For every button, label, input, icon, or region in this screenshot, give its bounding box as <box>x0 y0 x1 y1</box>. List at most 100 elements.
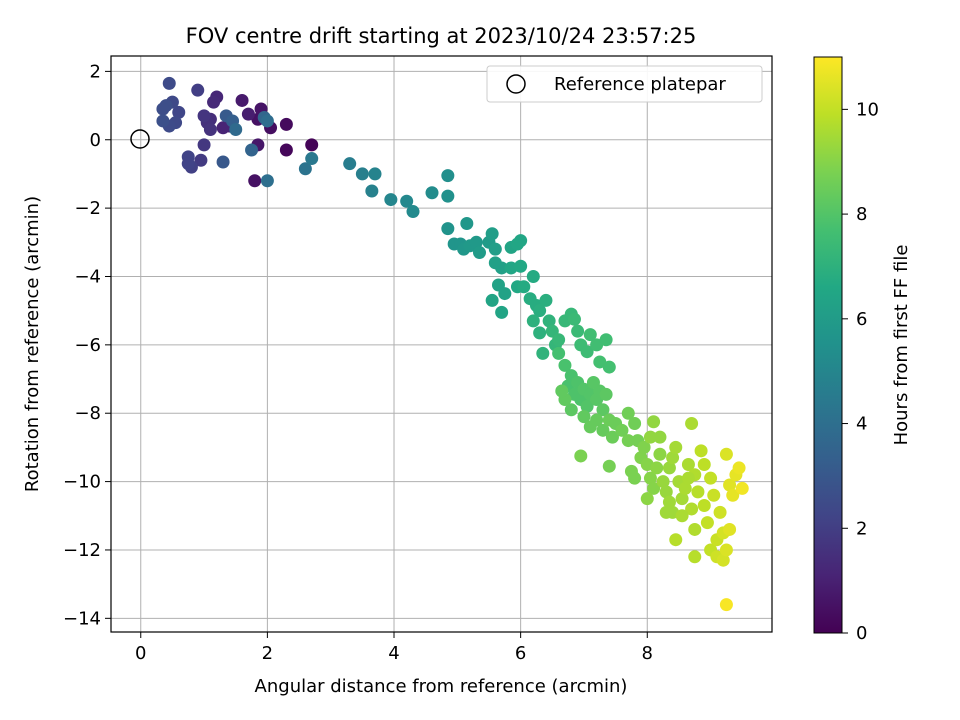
data-point <box>539 293 553 307</box>
data-point <box>488 242 502 256</box>
colorbar-ticks: 0 2 4 6 8 10 <box>842 99 879 644</box>
data-point <box>197 109 211 123</box>
data-point <box>526 314 540 328</box>
data-point <box>241 107 255 121</box>
data-point <box>694 444 708 458</box>
data-point <box>197 138 211 152</box>
data-point <box>713 505 727 519</box>
x-tick-label: 2 <box>262 643 273 664</box>
data-point <box>558 358 572 372</box>
legend-entry-label: Reference platepar <box>554 74 726 95</box>
data-point <box>637 440 651 454</box>
legend: Reference platepar <box>486 65 763 103</box>
data-point <box>526 269 540 283</box>
data-point <box>583 328 597 342</box>
data-point <box>245 143 259 157</box>
legend-open-circle-icon <box>506 74 526 94</box>
data-point <box>599 387 613 401</box>
data-points <box>156 76 749 612</box>
data-point <box>697 499 711 513</box>
data-point <box>628 416 642 430</box>
data-point <box>194 153 208 167</box>
data-point <box>495 305 509 319</box>
data-point <box>732 461 746 475</box>
data-point <box>441 189 455 203</box>
data-point <box>716 553 730 567</box>
data-point <box>590 413 604 427</box>
data-point <box>596 423 610 437</box>
chart-title: FOV centre drift starting at 2023/10/24 … <box>186 24 697 48</box>
data-point <box>571 324 585 338</box>
colorbar-tick-label: 4 <box>856 414 867 435</box>
plot-frame <box>110 55 773 633</box>
data-point <box>564 403 578 417</box>
y-tick-label: −14 <box>63 608 101 629</box>
data-point <box>688 522 702 536</box>
data-point <box>580 345 594 359</box>
data-point <box>621 434 635 448</box>
data-point <box>425 186 439 200</box>
data-point <box>691 485 705 499</box>
data-point <box>605 430 619 444</box>
colorbar-tick-label: 6 <box>856 309 867 330</box>
data-point <box>162 76 176 90</box>
data-point <box>723 478 737 492</box>
data-point <box>514 259 528 273</box>
data-point <box>260 174 274 188</box>
data-point <box>472 246 486 260</box>
data-point <box>590 338 604 352</box>
data-point <box>574 449 588 463</box>
data-point <box>542 314 556 328</box>
data-point <box>279 143 293 157</box>
data-point <box>723 522 737 536</box>
data-point <box>460 217 474 231</box>
data-point <box>615 423 629 437</box>
data-point <box>567 312 581 326</box>
data-point <box>735 481 749 495</box>
colorbar-tick-label: 2 <box>856 518 867 539</box>
data-point <box>707 488 721 502</box>
data-point <box>207 95 221 109</box>
data-point <box>700 516 714 530</box>
data-point <box>685 502 699 516</box>
y-tick-label: 2 <box>90 61 101 82</box>
data-point <box>216 155 230 169</box>
data-point <box>533 326 547 340</box>
data-point <box>172 105 186 119</box>
data-point <box>368 167 382 181</box>
data-point <box>536 346 550 360</box>
data-point <box>602 459 616 473</box>
y-tick-label: −12 <box>63 540 101 561</box>
data-point <box>517 280 531 294</box>
y-tick-label: −6 <box>74 335 101 356</box>
x-axis-ticks: 0 2 4 6 8 <box>135 632 653 664</box>
x-axis-label: Angular distance from reference (arcmin) <box>255 676 628 697</box>
data-point <box>365 184 379 198</box>
data-point <box>653 430 667 444</box>
data-point <box>156 102 170 116</box>
data-point <box>719 598 733 612</box>
data-point <box>662 461 676 475</box>
colorbar-tick-label: 8 <box>856 204 867 225</box>
data-point <box>719 543 733 557</box>
data-point <box>495 261 509 275</box>
data-point <box>640 492 654 506</box>
data-point <box>248 174 262 188</box>
y-tick-label: 0 <box>90 130 101 151</box>
data-point <box>216 121 230 135</box>
data-point <box>577 410 591 424</box>
data-point <box>726 488 740 502</box>
data-point <box>659 505 673 519</box>
data-point <box>599 333 613 347</box>
data-point <box>621 406 635 420</box>
x-tick-label: 6 <box>515 643 526 664</box>
x-tick-label: 0 <box>135 643 146 664</box>
x-tick-label: 4 <box>388 643 399 664</box>
data-point <box>675 492 689 506</box>
data-point <box>441 169 455 183</box>
data-point <box>697 457 711 471</box>
data-point <box>681 471 695 485</box>
data-point <box>688 550 702 564</box>
data-point <box>650 461 664 475</box>
